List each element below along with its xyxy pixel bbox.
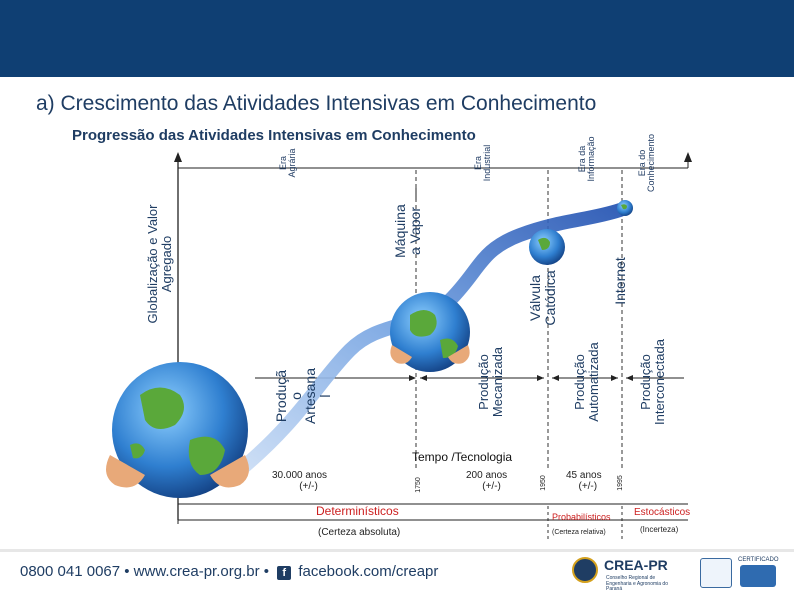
year-1995: 1995 bbox=[617, 475, 624, 491]
era-conhecimento-line2: Conhecimento bbox=[646, 133, 657, 193]
era-agraria-line2: Agrária bbox=[287, 148, 298, 178]
era-conhecimento: Era do Conhecimento bbox=[637, 128, 660, 198]
tech-internet: Internet bbox=[612, 249, 631, 313]
duration-200: 200 anos (+/-) bbox=[466, 470, 507, 492]
duration-30000-line2: (+/-) bbox=[299, 481, 318, 492]
era-industrial-line2: Industrial bbox=[482, 144, 493, 182]
duration-45-line1: 45 anos bbox=[566, 470, 602, 481]
diagram-subtitle: Progressão das Atividades Intensivas em … bbox=[72, 127, 476, 144]
globe-icon bbox=[390, 292, 470, 372]
certeza-absoluta-label: (Certeza absoluta) bbox=[318, 527, 401, 538]
footer-facebook[interactable]: facebook.com/creapr bbox=[298, 563, 439, 580]
year-1750: 1750 bbox=[415, 477, 422, 493]
y-axis-label-line2: Agregado bbox=[158, 235, 174, 293]
prod-artesanal-line1: Produçã bbox=[273, 369, 289, 423]
tech-maquina-a-vapor: Máquina a Vapor bbox=[392, 191, 429, 271]
estocasticos-label: Estocásticos bbox=[634, 507, 691, 518]
y-axis-label: Globalização e Valor Agregado bbox=[145, 194, 184, 334]
tech-maquina-line2: a Vapor bbox=[406, 207, 423, 255]
duration-45-line2: (+/-) bbox=[578, 481, 598, 492]
certificate-badge-icon bbox=[740, 565, 776, 587]
duration-45: 45 anos (+/-) bbox=[566, 470, 602, 492]
prod-automatizada: Produção Automatizada bbox=[572, 327, 607, 437]
globe-icon bbox=[112, 362, 248, 498]
footer-phone-site[interactable]: 0800 041 0067 • www.crea-pr.org.br • bbox=[20, 563, 269, 580]
probabilisticos-label: Probabilísticos bbox=[552, 512, 611, 522]
tech-internet-label: Internet bbox=[612, 257, 628, 305]
globe-icon bbox=[617, 200, 633, 216]
crea-logo-icon bbox=[572, 557, 598, 583]
tech-valvula-catodica: Válvula Catódica bbox=[527, 260, 564, 336]
duration-30000: 30.000 anos (+/-) bbox=[272, 470, 327, 492]
duration-200-line2: (+/-) bbox=[482, 481, 501, 492]
crea-logo-text: CREA-PR bbox=[604, 557, 668, 573]
prod-interconectada-line2: Interconectada bbox=[651, 339, 667, 426]
certificate-icon bbox=[700, 558, 732, 588]
tech-valvula-line1: Válvula bbox=[527, 275, 543, 321]
era-industrial: Era Industrial bbox=[473, 138, 496, 188]
x-axis-label: Tempo /Tecnologia bbox=[412, 450, 513, 464]
hand-icon bbox=[390, 345, 470, 364]
slide-title: a) Crescimento das Atividades Intensivas… bbox=[36, 92, 597, 115]
prod-artesanal-line4: l bbox=[317, 394, 334, 398]
globe-icon bbox=[529, 229, 565, 265]
certificate-label: CERTIFICADO bbox=[738, 557, 779, 563]
footer-contact: 0800 041 0067 • www.crea-pr.org.br • f f… bbox=[20, 563, 438, 580]
prod-mecanizada-line2: Mecanizada bbox=[489, 346, 505, 418]
prod-artesanal-line2: o bbox=[287, 392, 304, 400]
incerteza-label: (Incerteza) bbox=[640, 525, 679, 534]
year-1950: 1950 bbox=[540, 475, 547, 491]
hand-icon bbox=[106, 455, 249, 488]
prod-artesanal-line3: Artesana bbox=[302, 367, 319, 425]
era-informacao-line2: Informação bbox=[586, 136, 597, 182]
era-agraria: Era Agrária bbox=[278, 141, 301, 185]
prod-interconectada: Produção Interconectada bbox=[638, 322, 673, 442]
prod-artesanal: Produçã o Artesana l bbox=[273, 346, 346, 446]
header-bar bbox=[0, 0, 794, 77]
certeza-relativa-label: (Certeza relativa) bbox=[552, 529, 606, 536]
facebook-icon: f bbox=[277, 566, 292, 580]
tech-valvula-line2: Catódica bbox=[541, 270, 558, 326]
tech-maquina-line1: Máquina bbox=[392, 204, 408, 258]
duration-200-line1: 200 anos bbox=[466, 470, 508, 481]
prod-automatizada-line2: Automatizada bbox=[585, 342, 601, 422]
prod-mecanizada: Produção Mecanizada bbox=[476, 332, 511, 432]
duration-30000-line1: 30.000 anos bbox=[272, 470, 328, 481]
era-informacao: Era da Informação bbox=[577, 132, 600, 186]
crea-logo-subtext: Conselho Regional de Engenharia e Agrono… bbox=[606, 575, 668, 592]
footer-bar bbox=[0, 549, 794, 598]
deterministicos-label: Determinísticos bbox=[316, 504, 399, 518]
